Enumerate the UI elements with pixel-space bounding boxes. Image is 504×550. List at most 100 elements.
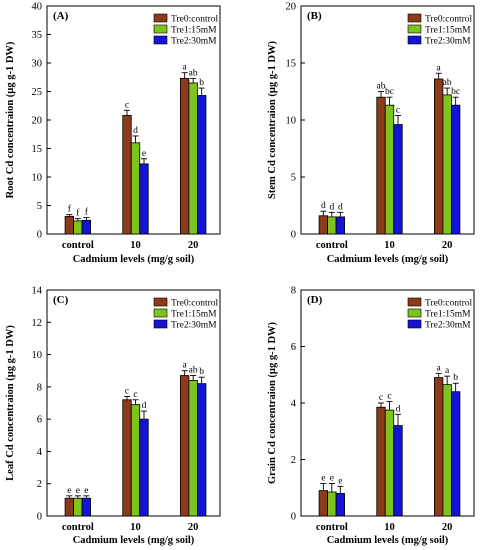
legend-swatch-tre1-15mm xyxy=(153,24,168,34)
y-tick-label: 25 xyxy=(32,87,43,98)
legend-label-tre2-30mm: Tre2:30mM xyxy=(425,37,471,47)
y-tick-label: 6 xyxy=(37,415,42,426)
significance-letter: a xyxy=(437,363,442,373)
legend-label-tre2-30mm: Tre2:30mM xyxy=(171,321,217,331)
significance-letter: d xyxy=(329,202,334,212)
y-tick-label: 30 xyxy=(32,59,43,70)
significance-letter: a xyxy=(183,361,188,371)
x-axis-label: Cadmium levels (mg/g soil) xyxy=(327,254,449,265)
significance-letter: d xyxy=(321,201,326,211)
significance-letter: c xyxy=(125,387,129,397)
bar-tre2-30mm-20 xyxy=(197,95,207,235)
significance-letter: d xyxy=(142,401,147,411)
x-tick-label: control xyxy=(62,240,94,251)
y-tick-label: 0 xyxy=(291,512,296,523)
x-tick-label: control xyxy=(316,522,348,533)
bar-tre1-15mm-10 xyxy=(130,142,141,235)
y-axis-label: Stem Cd concentraion (µg g-1 DW) xyxy=(267,41,278,199)
bar-tre0-control-20 xyxy=(180,77,190,235)
legend-swatch-tre0-control xyxy=(407,297,422,307)
panel-label: (A) xyxy=(53,10,69,22)
bar-tre0-control-control xyxy=(64,215,74,235)
legend-label-tre1-15mm: Tre1:15mM xyxy=(171,310,217,320)
x-tick-label: 20 xyxy=(442,240,453,251)
bar-tre0-control-10 xyxy=(376,96,386,235)
bar-tre0-control-20 xyxy=(180,375,190,517)
significance-letter: b xyxy=(199,78,204,88)
significance-letter: a xyxy=(183,63,188,73)
legend-label-tre0-control: Tre0:control xyxy=(425,299,473,309)
significance-letter: ab xyxy=(189,68,198,78)
y-tick-label: 6 xyxy=(291,342,296,353)
y-tick-label: 0 xyxy=(291,230,296,241)
significance-letter: f xyxy=(76,208,80,219)
legend-label-tre0-control: Tre0:control xyxy=(425,15,473,25)
bar-tre2-30mm-20 xyxy=(451,104,461,235)
bar-tre0-control-10 xyxy=(376,406,386,517)
bar-tre2-30mm-10 xyxy=(393,124,403,235)
bar-tre1-15mm-control xyxy=(327,216,337,235)
significance-letter: b xyxy=(199,367,204,377)
significance-letter: e xyxy=(338,476,342,486)
significance-letter: a xyxy=(445,366,450,376)
bar-tre0-control-10 xyxy=(122,115,132,235)
legend-swatch-tre2-30mm xyxy=(407,319,422,329)
y-axis-label: Grain Cd concentraion (µg g-1 DW) xyxy=(267,321,278,484)
significance-letter: b xyxy=(453,373,458,383)
y-tick-label: 10 xyxy=(32,173,43,184)
x-tick-label: control xyxy=(316,240,348,251)
bar-tre1-15mm-10 xyxy=(384,409,395,517)
bar-tre1-15mm-control xyxy=(73,220,83,235)
significance-letter: e xyxy=(142,149,146,159)
y-tick-label: 14 xyxy=(32,286,43,297)
legend-swatch-tre0-control xyxy=(153,297,168,307)
legend-swatch-tre2-30mm xyxy=(407,35,422,45)
significance-letter: a xyxy=(437,63,442,73)
legend-swatch-tre1-15mm xyxy=(407,308,422,318)
panel-label: (D) xyxy=(307,294,323,306)
y-tick-label: 4 xyxy=(291,399,297,410)
significance-letter: f xyxy=(68,204,72,215)
x-tick-label: 20 xyxy=(442,522,453,533)
y-tick-label: 40 xyxy=(32,2,43,13)
y-tick-label: 5 xyxy=(37,201,42,212)
significance-letter: ab xyxy=(189,366,198,376)
legend-swatch-tre0-control xyxy=(407,13,422,23)
bar-tre1-15mm-control xyxy=(327,491,337,517)
y-axis-label: Root Cd concentraion (µg g-1 DW) xyxy=(5,41,16,198)
legend-label-tre0-control: Tre0:control xyxy=(171,299,219,309)
bar-tre1-15mm-10 xyxy=(384,104,395,235)
bar-tre0-control-20 xyxy=(434,377,444,517)
legend-swatch-tre1-15mm xyxy=(153,308,168,318)
bar-tre2-30mm-control xyxy=(81,497,91,517)
y-tick-label: 8 xyxy=(291,286,296,297)
bar-tre1-15mm-20 xyxy=(188,379,198,517)
significance-letter: c xyxy=(133,390,137,400)
significance-letter: d xyxy=(396,404,401,414)
significance-letter: e xyxy=(321,474,325,484)
legend-swatch-tre2-30mm xyxy=(153,35,168,45)
y-tick-label: 15 xyxy=(286,59,297,70)
x-tick-label: 10 xyxy=(384,522,395,533)
significance-letter: e xyxy=(330,474,334,484)
y-tick-label: 8 xyxy=(37,382,42,393)
y-tick-label: 4 xyxy=(37,447,43,458)
bar-tre2-30mm-10 xyxy=(139,418,149,517)
x-tick-label: control xyxy=(62,522,94,533)
bar-tre0-control-20 xyxy=(434,78,444,235)
y-tick-label: 10 xyxy=(32,350,43,361)
bar-tre2-30mm-20 xyxy=(451,391,461,517)
bar-tre0-control-control xyxy=(64,497,74,517)
x-axis-label: Cadmium levels (mg/g soil) xyxy=(73,254,195,265)
significance-letter: c xyxy=(125,100,129,110)
bar-tre2-30mm-control xyxy=(81,219,91,235)
y-tick-label: 0 xyxy=(37,230,42,241)
y-tick-label: 2 xyxy=(291,455,296,466)
x-tick-label: 10 xyxy=(130,240,141,251)
bar-tre2-30mm-control xyxy=(335,492,345,517)
bar-tre1-15mm-20 xyxy=(442,94,452,235)
x-axis-label: Cadmium levels (mg/g soil) xyxy=(73,535,195,546)
